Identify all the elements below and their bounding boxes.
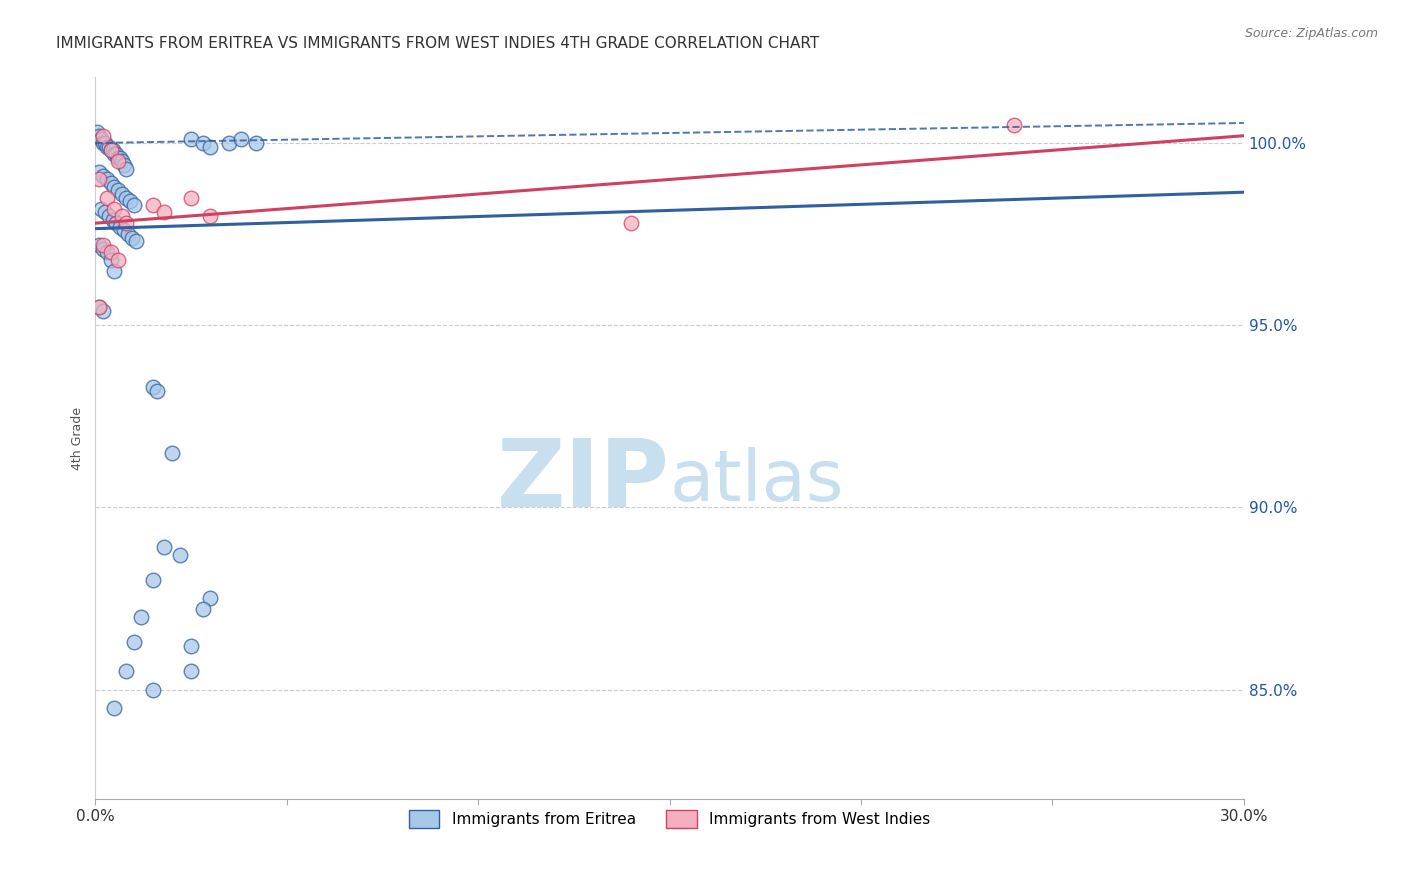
Point [180,132,202,146]
Point [112,158,135,172]
Point [111,154,134,169]
Point [191,602,214,616]
Point [94,136,117,150]
Point [124,235,146,249]
Point [198,139,221,153]
Legend: Immigrants from Eritrea, Immigrants from West Indies: Immigrants from Eritrea, Immigrants from… [402,804,936,835]
Point [96,245,118,260]
Point [122,635,145,649]
Point [122,198,145,212]
Point [100,144,122,158]
Point [89,238,111,252]
Point [111,209,134,223]
Point [105,147,128,161]
Point [100,176,122,190]
Point [142,682,165,697]
Point [103,147,125,161]
Point [153,205,176,219]
Point [97,209,120,223]
Point [107,252,129,267]
Point [115,216,138,230]
Point [86,125,108,139]
Point [90,202,112,216]
Point [107,154,129,169]
Point [180,639,202,653]
Text: IMMIGRANTS FROM ERITREA VS IMMIGRANTS FROM WEST INDIES 4TH GRADE CORRELATION CHA: IMMIGRANTS FROM ERITREA VS IMMIGRANTS FR… [56,36,820,51]
Point [145,384,167,398]
Point [110,151,132,165]
Point [169,548,191,562]
Point [101,212,124,227]
Point [105,216,128,230]
Point [89,172,111,186]
Point [191,136,214,150]
Point [96,172,118,186]
Point [103,202,125,216]
Point [100,252,122,267]
Point [107,151,129,165]
Point [198,209,221,223]
Point [96,139,118,153]
Point [620,216,643,230]
Point [100,144,122,158]
Point [121,231,143,245]
Point [100,245,122,260]
Point [91,169,114,183]
Point [129,609,152,624]
Point [110,219,132,234]
Point [218,136,240,150]
Point [89,165,111,179]
Point [91,242,114,256]
Y-axis label: 4th Grade: 4th Grade [72,407,84,469]
Point [89,300,111,314]
Point [90,132,112,146]
Point [117,227,139,241]
Point [91,136,114,150]
Point [198,591,221,606]
Point [160,446,183,460]
Point [101,144,124,158]
Point [107,183,129,197]
Point [142,198,165,212]
Text: atlas: atlas [669,447,844,516]
Point [89,300,111,314]
Point [103,263,125,277]
Point [115,191,138,205]
Point [153,541,176,555]
Point [245,136,267,150]
Text: ZIP: ZIP [496,435,669,527]
Point [115,665,138,679]
Point [229,132,252,146]
Point [142,380,165,394]
Point [118,194,141,209]
Point [180,191,202,205]
Point [94,205,117,219]
Point [115,161,138,176]
Point [91,238,114,252]
Text: Source: ZipAtlas.com: Source: ZipAtlas.com [1244,27,1378,40]
Point [1002,118,1025,132]
Point [111,187,134,202]
Point [112,223,135,237]
Point [103,700,125,714]
Point [103,179,125,194]
Point [142,573,165,587]
Point [97,139,120,153]
Point [91,303,114,318]
Point [91,128,114,143]
Point [89,128,111,143]
Point [96,191,118,205]
Point [180,665,202,679]
